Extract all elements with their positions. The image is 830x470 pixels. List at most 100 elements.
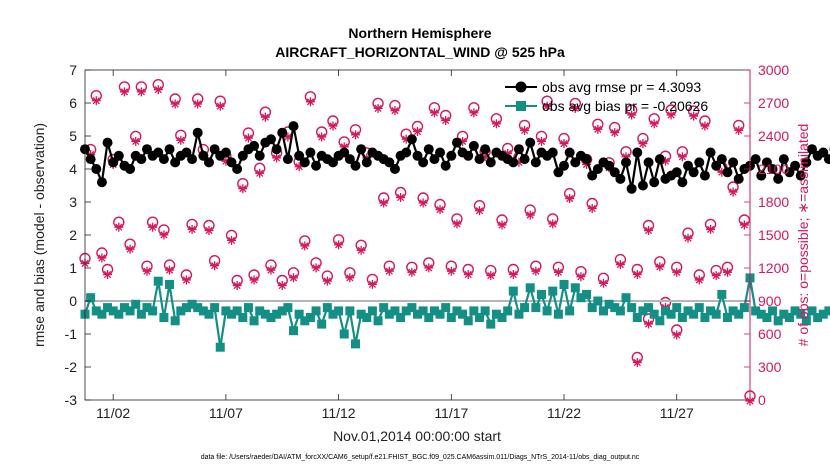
bias-point — [542, 306, 552, 316]
bias-point — [435, 309, 445, 319]
bias-point — [221, 306, 231, 316]
obs-count-marker — [609, 121, 621, 138]
right-axis-ticks: 0 300 600 900 1200 1500 1800 2100 2400 2700 3000 — [744, 62, 789, 408]
bias-point — [238, 313, 248, 322]
bias-point — [215, 342, 225, 352]
rmse-point — [778, 154, 789, 165]
bias-series-layer — [80, 273, 830, 352]
bias-point — [751, 306, 761, 316]
obs-count-marker — [152, 78, 164, 95]
obs-count-marker — [344, 267, 356, 283]
bias-point — [103, 303, 113, 313]
rmse-point — [513, 144, 524, 155]
rmse-point — [232, 164, 243, 174]
bias-point — [384, 309, 394, 319]
legend-bias-label: obs avg bias pr = -0.20626 — [542, 98, 708, 114]
legend-bias-marker — [516, 101, 526, 111]
bias-point — [227, 309, 237, 319]
y-right-tick-label: 1200 — [758, 260, 789, 276]
bias-point — [97, 309, 107, 319]
bias-point — [424, 313, 434, 322]
obs-count-marker — [417, 192, 429, 208]
rmse-point — [559, 160, 570, 171]
obs-count-marker — [287, 267, 300, 283]
rmse-point — [626, 183, 637, 194]
bias-point — [266, 313, 276, 322]
obs-count-marker — [186, 218, 198, 234]
x-axis-ticks: 11/02 11/07 11/12 11/17 11/22 11/27 — [96, 70, 694, 421]
bias-point — [548, 286, 558, 296]
rmse-point — [451, 137, 462, 148]
y-right-tick-label: 1800 — [758, 194, 789, 210]
obs-count-marker — [654, 256, 666, 272]
y-right-tick-label: 2100 — [758, 161, 789, 177]
obs-count-marker — [530, 260, 542, 276]
rmse-point — [435, 147, 446, 158]
rmse-point — [102, 137, 113, 148]
obs-count-marker — [518, 119, 531, 135]
bias-point — [796, 309, 806, 319]
bias-point — [576, 293, 586, 303]
bias-point — [824, 306, 830, 316]
rmse-point — [750, 154, 761, 165]
bias-point — [125, 306, 135, 316]
obs-count-marker — [485, 264, 497, 281]
rmse-point — [716, 154, 727, 165]
y-right-tick-label: 600 — [758, 326, 782, 342]
bias-point — [452, 306, 462, 316]
bias-point — [413, 309, 422, 319]
x-tick-label: 11/17 — [434, 405, 468, 421]
y-tick-label: -2 — [65, 359, 78, 375]
bias-point — [441, 303, 451, 313]
bias-point — [249, 316, 259, 326]
bias-point — [429, 306, 439, 316]
obs-count-marker — [552, 261, 565, 277]
bias-point — [193, 303, 203, 313]
bias-point — [153, 276, 163, 286]
bias-point — [525, 283, 535, 293]
y-tick-label: -1 — [65, 326, 78, 342]
bias-point — [351, 339, 361, 349]
rmse-point — [637, 180, 648, 191]
obs-count-marker — [242, 127, 255, 143]
obs-count-marker — [541, 95, 553, 111]
rmse-point — [220, 147, 231, 158]
bias-point — [621, 293, 631, 303]
y-tick-label: 7 — [69, 62, 77, 78]
rmse-point — [790, 160, 801, 171]
bias-point — [649, 309, 659, 319]
bias-point — [181, 303, 191, 313]
rmse-point — [711, 160, 722, 171]
obs-count-marker — [648, 113, 660, 129]
obs-count-marker — [349, 124, 362, 140]
obs-count-marker — [146, 216, 159, 232]
y-tick-label: 5 — [69, 128, 77, 144]
bias-point — [497, 313, 507, 322]
bias-point — [615, 306, 625, 316]
obs-count-marker — [321, 270, 334, 286]
bias-point — [119, 303, 129, 313]
rmse-point — [722, 167, 733, 178]
rmse-point — [418, 157, 429, 168]
rmse-point — [756, 170, 767, 181]
obs-count-marker — [710, 264, 722, 281]
rmse-point — [327, 157, 338, 168]
y-tick-label: 6 — [69, 95, 77, 111]
rmse-point — [209, 144, 220, 155]
bias-point — [390, 306, 400, 316]
chart-title: Northern Hemisphere — [348, 25, 491, 41]
obs-count-marker — [225, 229, 238, 245]
rmse-point — [581, 154, 592, 165]
obs-count-marker — [558, 132, 570, 149]
rmse-point — [699, 170, 710, 181]
y-right-tick-label: 0 — [758, 392, 766, 408]
obs-count-marker — [699, 115, 711, 131]
rmse-point — [767, 164, 778, 174]
y-right-tick-label: 1500 — [758, 227, 789, 243]
obs-count-marker — [535, 130, 548, 146]
bias-point — [334, 306, 344, 316]
rmse-point — [361, 157, 372, 168]
obs-count-marker — [203, 219, 215, 235]
obs-count-marker — [687, 105, 700, 121]
rmse-point — [547, 147, 558, 158]
